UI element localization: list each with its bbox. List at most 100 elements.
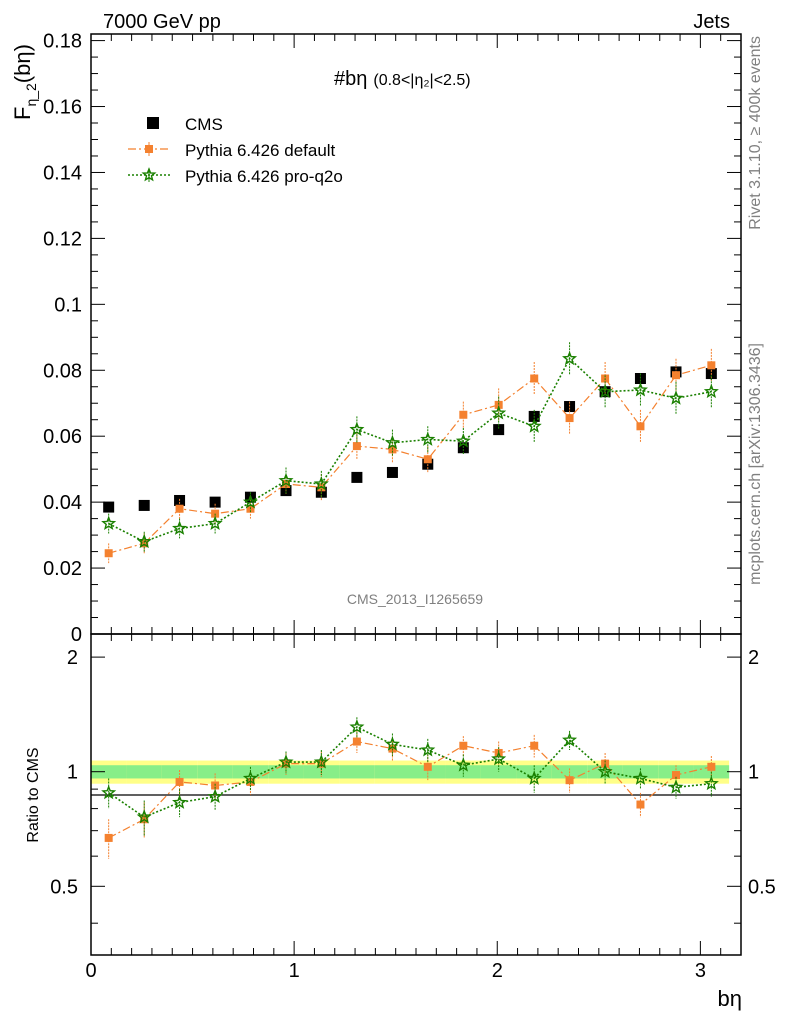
y-tick-label: 0.18 <box>43 31 82 53</box>
series-line <box>108 364 712 554</box>
legend-cms-marker <box>147 117 159 129</box>
series-line <box>108 357 712 543</box>
series-1 <box>104 348 716 564</box>
tick-labels: 0 1 2 3 0 0.02 0.04 0.06 0.08 0.1 0.12 0.14 0.16 0.18… <box>43 31 776 982</box>
data-point <box>494 400 503 409</box>
data-point <box>209 496 221 508</box>
ratio-point <box>455 757 471 772</box>
data-point <box>313 476 329 491</box>
data-point <box>349 421 365 437</box>
data-point <box>423 455 432 464</box>
ratio-uncertainty-band <box>90 760 730 784</box>
x-tick-label: 1 <box>289 960 300 982</box>
band-inner-segment <box>410 765 446 779</box>
data-point <box>703 383 719 399</box>
ratio-frame <box>90 633 742 956</box>
chart-title: #bη (0.8<|η₂|<2.5) <box>334 68 471 90</box>
y-tick-label: 0.12 <box>43 228 82 250</box>
band-inner-segment <box>445 765 482 779</box>
chart-title-main: #bη <box>334 68 367 90</box>
data-point <box>455 433 471 448</box>
ratio-point <box>313 754 329 769</box>
legend: CMS Pythia 6.426 default Pythia 6.426 pr… <box>128 115 343 186</box>
data-point <box>352 442 361 451</box>
data-point <box>175 504 184 513</box>
y-axis-label-paren: (bη) <box>10 44 35 83</box>
data-point <box>562 350 578 366</box>
y-tick-label: 0.1 <box>54 294 82 316</box>
chart-title-cut: (0.8<|η₂|<2.5) <box>373 72 470 89</box>
ratio-point <box>668 779 684 794</box>
ratio-point <box>349 719 365 734</box>
data-point <box>101 515 117 530</box>
data-point <box>707 361 716 370</box>
ratio-point <box>707 762 716 771</box>
x-tick-label: 2 <box>492 960 503 982</box>
ratio-y-tick-label-right: 2 <box>748 647 759 669</box>
data-point <box>140 539 149 548</box>
ratio-point <box>562 732 578 747</box>
y-axis-label: Fη_2(bη) <box>10 44 39 120</box>
ratio-point <box>526 770 542 785</box>
data-point <box>493 424 505 436</box>
y-tick-label: 0.04 <box>43 492 82 514</box>
ratio-point <box>420 742 436 757</box>
ratio-point <box>172 794 188 809</box>
ratio-point <box>175 777 184 786</box>
data-point <box>597 383 613 399</box>
ratio-line <box>108 726 712 819</box>
series-2 <box>101 342 719 552</box>
y-tick-label: 0.02 <box>43 558 82 580</box>
data-point <box>565 414 574 423</box>
ratio-point <box>352 737 361 746</box>
y-tick-label: 0.14 <box>43 162 82 184</box>
y-tick-label: 0.16 <box>43 97 82 119</box>
band-inner-segment <box>197 765 233 779</box>
ratio-panel <box>90 633 742 956</box>
data-point <box>491 405 507 420</box>
data-point <box>636 422 645 431</box>
data-point <box>104 549 113 558</box>
band-inner-segment <box>374 765 411 779</box>
series-0 <box>103 366 717 513</box>
ratio-point <box>459 741 468 750</box>
data-point <box>459 410 468 419</box>
legend-proq2o-marker <box>141 167 157 182</box>
ratio-y-tick-label-right: 1 <box>748 762 759 784</box>
mcplots-label: mcplots.cern.ch [arXiv:1306.3436] <box>747 343 764 585</box>
legend-default-label: Pythia 6.426 default <box>185 141 336 160</box>
ratio-y-tick-label-right: 0.5 <box>748 876 776 898</box>
ratio-point <box>242 770 258 785</box>
ratio-point <box>384 736 400 751</box>
data-point <box>386 466 398 478</box>
y-tick-label: 0 <box>71 624 82 646</box>
ratio-y-tick-label: 1 <box>67 762 78 784</box>
ratio-y-tick-label: 2 <box>67 647 78 669</box>
data-point <box>526 418 542 433</box>
data-point <box>211 509 220 518</box>
main-tick-marks <box>90 34 742 635</box>
ratio-point <box>530 741 539 750</box>
data-point <box>668 390 684 405</box>
ratio-point <box>632 770 648 785</box>
band-inner-segment <box>126 765 162 779</box>
data-point <box>242 494 258 509</box>
data-point <box>632 382 648 397</box>
data-point <box>138 499 150 511</box>
x-tick-label: 3 <box>695 960 706 982</box>
ratio-line <box>108 740 712 839</box>
ratio-point <box>104 833 113 842</box>
ratio-point <box>101 784 117 800</box>
ratio-point <box>278 754 294 769</box>
ratio-y-axis-label: Ratio to CMS <box>25 747 42 842</box>
y-tick-label: 0.08 <box>43 360 82 382</box>
y-axis-label-sub: η_2 <box>23 83 39 107</box>
x-tick-label: 0 <box>85 960 96 982</box>
data-point <box>136 533 152 549</box>
ratio-point <box>207 788 223 804</box>
ratio-point <box>597 763 613 779</box>
ratio-point <box>672 771 680 780</box>
legend-default-marker <box>145 145 153 153</box>
data-point <box>207 515 223 530</box>
